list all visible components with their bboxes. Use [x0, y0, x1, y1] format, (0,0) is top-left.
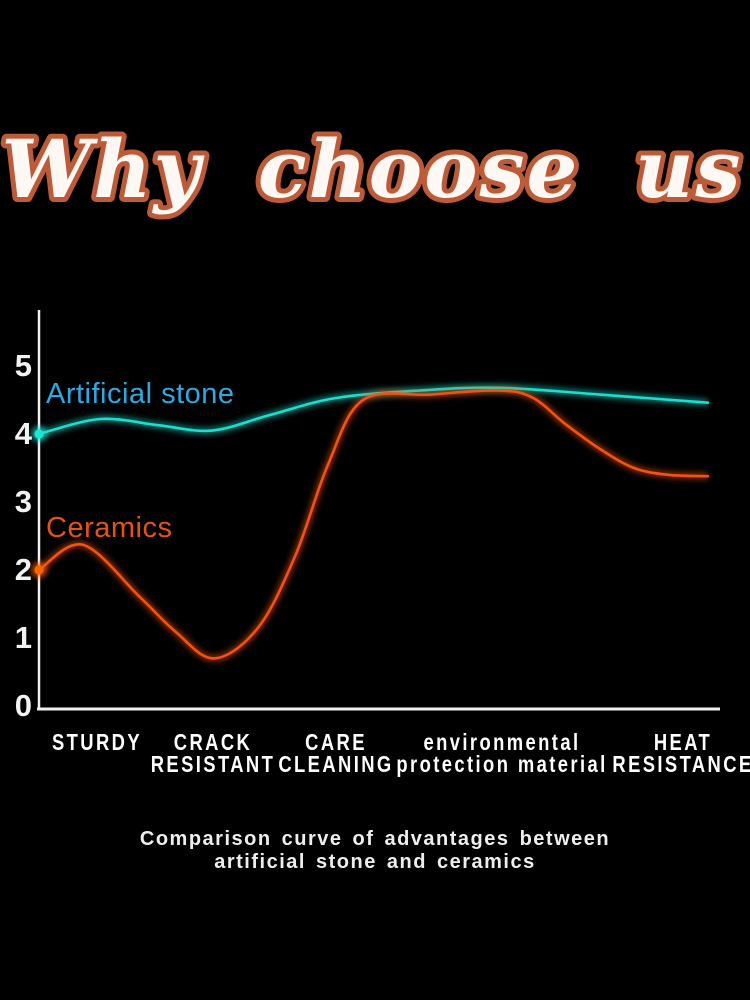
x-axis-label-line: CARE [305, 729, 367, 755]
x-axis-label: CARE CLEANING [264, 731, 408, 777]
ceramics-curve [37, 389, 710, 660]
page-title: Why choose us [2, 122, 743, 216]
y-tick-label: 1 [14, 620, 32, 655]
x-axis-label: HEAT RESISTANCE [595, 731, 750, 777]
y-tick-label: 3 [14, 484, 32, 519]
x-axis-label: environmental protection material [370, 731, 634, 777]
curves-layer [31, 384, 710, 662]
x-axis-label-line: RESISTANCE [612, 751, 750, 777]
caption-line-1: Comparison curve of advantages between [139, 828, 611, 850]
x-axis-label: CRACK RESISTANT [135, 731, 291, 777]
y-tick-label: 5 [14, 348, 32, 383]
y-tick-label: 2 [14, 552, 32, 587]
x-axis-label-line: environmental [423, 729, 581, 755]
y-tick-label: 4 [14, 416, 32, 451]
x-axis-label-line: protection material [396, 751, 608, 777]
x-axis-label-line: CRACK [173, 729, 253, 755]
x-axis-label-line: CLEANING [278, 751, 394, 777]
x-axis-label-line: STURDY [51, 729, 143, 755]
artificial-stone-label: Artificial stone [46, 378, 235, 410]
caption-line-2: artificial stone and ceramics [214, 851, 536, 873]
x-axis-label: STURDY [41, 731, 154, 755]
artificial-stone-curve [37, 386, 710, 436]
y-tick-label: 0 [14, 688, 32, 723]
x-axis-label-line: RESISTANT [150, 751, 276, 777]
ceramics-start-dot [34, 565, 44, 575]
x-axis-label-line: HEAT [653, 729, 713, 755]
ceramics-label: Ceramics [46, 512, 173, 544]
artificial-stone-start-dot [34, 429, 44, 439]
